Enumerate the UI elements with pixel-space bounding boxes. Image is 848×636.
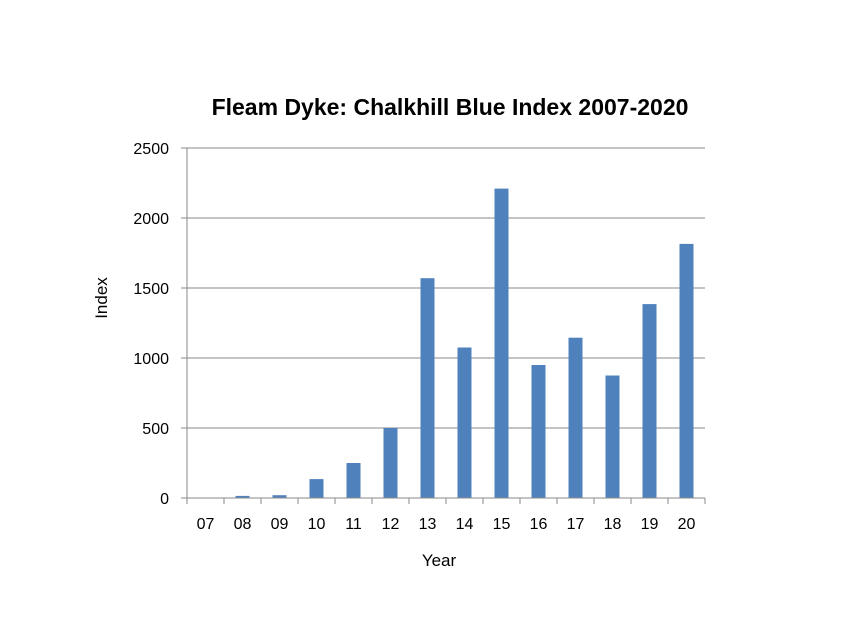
bar-13 — [420, 278, 435, 498]
x-tick-label: 13 — [419, 516, 437, 533]
x-tick-label: 14 — [456, 516, 474, 533]
x-tick-label: 20 — [678, 516, 696, 533]
bar-11 — [346, 463, 361, 498]
x-tick-labels: 07 08 09 10 11 12 13 14 15 16 17 18 19 20 — [197, 516, 696, 533]
y-axis-label: Index — [92, 277, 111, 319]
bar-09 — [272, 495, 287, 498]
axes — [181, 147, 706, 504]
bar-15 — [494, 188, 509, 498]
x-tick-label: 16 — [530, 516, 548, 533]
y-tick-label: 0 — [160, 491, 169, 508]
y-tick-labels: 0 500 1000 1500 2000 2500 — [133, 141, 169, 508]
x-tick-label: 12 — [382, 516, 400, 533]
bar-20 — [679, 243, 694, 498]
x-tick-label: 07 — [197, 516, 215, 533]
bars — [235, 188, 694, 498]
chart-title: Fleam Dyke: Chalkhill Blue Index 2007-20… — [212, 94, 689, 120]
gridlines — [187, 147, 705, 429]
y-tick-label: 2000 — [133, 211, 169, 228]
y-tick-label: 500 — [142, 421, 169, 438]
x-axis-label: Year — [422, 551, 457, 570]
x-tick-label: 17 — [567, 516, 585, 533]
bar-19 — [642, 304, 657, 498]
bar-14 — [457, 347, 472, 498]
y-tick-label: 2500 — [133, 141, 169, 158]
bar-10 — [309, 479, 324, 498]
bar-16 — [531, 365, 546, 498]
x-tick-label: 09 — [271, 516, 289, 533]
y-tick-label: 1000 — [133, 351, 169, 368]
bar-12 — [383, 428, 398, 498]
bar-08 — [235, 495, 250, 498]
x-tick-label: 08 — [234, 516, 252, 533]
x-tick-label: 19 — [641, 516, 659, 533]
bar-18 — [605, 375, 620, 498]
bar-17 — [568, 337, 583, 498]
x-tick-label: 11 — [345, 516, 362, 533]
x-tick-label: 18 — [604, 516, 622, 533]
x-tick-label: 15 — [493, 516, 511, 533]
y-tick-label: 1500 — [133, 281, 169, 298]
x-tick-label: 10 — [308, 516, 326, 533]
